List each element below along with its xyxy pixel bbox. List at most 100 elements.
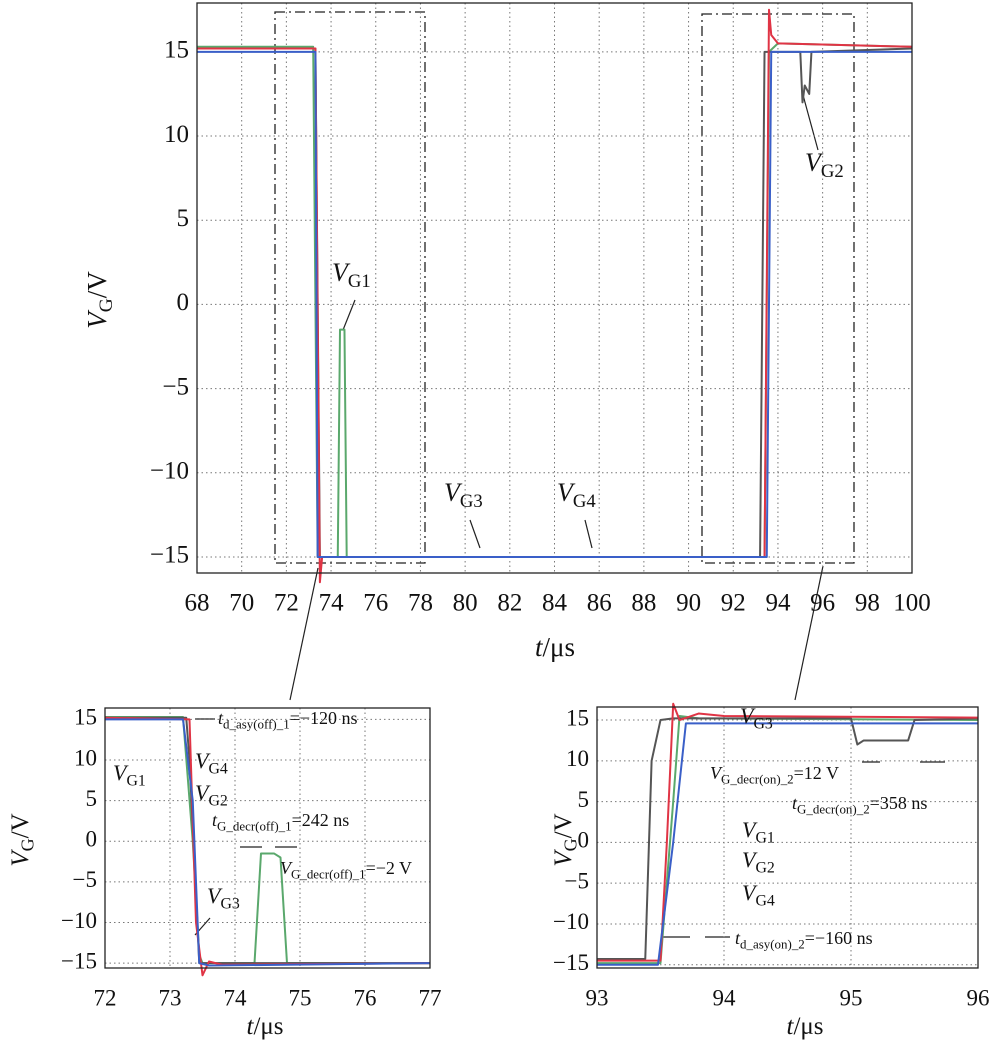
trace (197, 50, 912, 559)
label-sub: G2 (755, 859, 774, 876)
label: tG_decr(on)_2=358 ns (792, 793, 927, 816)
label-sub: G3 (460, 491, 483, 512)
plot-frame (196, 2, 913, 574)
y-tick-label: −5 (162, 373, 189, 400)
label: VG3 (207, 883, 240, 912)
x-tick-label: 82 (497, 590, 522, 617)
leader (802, 94, 819, 151)
y-tick-label: −15 (553, 950, 589, 975)
x-tick-label: 74 (224, 985, 248, 1010)
trace (105, 718, 431, 967)
trace (597, 717, 979, 961)
label-main: V (280, 858, 293, 878)
label-main: V (82, 309, 112, 329)
plot-frame (104, 707, 431, 969)
label: tG_decr(off)_1=242 ns (212, 810, 349, 833)
y-tick-label: 5 (86, 786, 98, 811)
label: t/μs (246, 1013, 283, 1040)
plot-frame (596, 706, 979, 969)
x-tick-label: 75 (289, 985, 312, 1010)
x-tick-label: 76 (354, 985, 377, 1010)
label: VG_decr(on)_2=12 V (710, 763, 839, 786)
trace (105, 716, 430, 965)
label: VG3 (740, 703, 773, 732)
label-main: t (735, 928, 741, 948)
x-tick-label: 98 (855, 590, 880, 617)
y-tick-label: 15 (566, 705, 589, 730)
label: VG1 (332, 258, 371, 292)
label-main: V (195, 748, 211, 773)
leader (342, 299, 356, 331)
x-tick-label: 93 (586, 985, 609, 1010)
y-tick-label: 5 (578, 787, 590, 812)
y-tick-label: −10 (553, 909, 589, 934)
label-main: V (742, 880, 758, 905)
label-rest: /V (550, 813, 577, 838)
label-sub: G (561, 838, 581, 851)
label-main: t (218, 708, 224, 728)
x-tick-label: 72 (94, 985, 117, 1010)
label-rest: =−120 ns (290, 708, 358, 728)
label-sub: G (18, 838, 38, 851)
label: t/μs (786, 1013, 823, 1040)
y-tick-label: 15 (74, 705, 97, 730)
y-tick-label: 10 (566, 746, 589, 771)
label: VG1 (113, 760, 146, 789)
y-tick-label: 10 (164, 121, 189, 148)
label-sub: G2 (208, 792, 227, 809)
label: VG2 (195, 780, 228, 809)
label-sub: G1 (126, 772, 145, 789)
label-sub: G_decr(off)_1 (217, 818, 292, 833)
label: VG_decr(off)_1=−2 V (280, 858, 412, 881)
label-sub: G3 (753, 715, 772, 732)
y-tick-label: 0 (86, 827, 98, 852)
x-tick-label: 90 (676, 590, 701, 617)
connector (289, 567, 319, 701)
x-tick-label: 94 (765, 590, 791, 617)
x-tick-label: 92 (721, 590, 746, 617)
label-rest: /V (7, 813, 34, 838)
label: VG4 (557, 478, 596, 512)
trace (105, 715, 430, 965)
label: VG4 (742, 880, 775, 909)
x-tick-label: 86 (587, 590, 612, 617)
x-tick-label: 80 (453, 590, 478, 617)
label: td_asy(on)_2=−160 ns (735, 928, 873, 951)
trace (597, 722, 978, 966)
label-sub: G1 (755, 829, 774, 846)
trace (104, 716, 431, 977)
label-main: V (444, 478, 463, 507)
label-main: V (113, 760, 129, 785)
label: VG3 (444, 478, 483, 512)
label-main: t (212, 810, 218, 830)
label-main: t (792, 793, 798, 813)
label: td_asy(off)_1=−120 ns (218, 708, 358, 731)
label-sub: G_decr(on)_2 (797, 801, 870, 816)
label-main: V (7, 849, 34, 867)
label-sub: G4 (573, 491, 597, 512)
zoom-boxes (274, 11, 855, 564)
y-tick-label: 0 (177, 289, 190, 316)
leaders (160, 94, 945, 938)
label: t/μs (535, 632, 575, 662)
y-tick-label: 10 (74, 745, 97, 770)
x-tick-label: 100 (893, 590, 931, 617)
x-tick-label: 74 (319, 590, 345, 617)
x-tick-label: 84 (542, 590, 568, 617)
label-main: V (742, 847, 758, 872)
label-main: V (195, 780, 211, 805)
label-rest: =−160 ns (805, 928, 873, 948)
label-rest: =−2 V (366, 858, 412, 878)
y-tick-label: −15 (150, 542, 189, 569)
y-tick-label: −5 (73, 867, 97, 892)
label-main: V (740, 703, 756, 728)
label-rest: =242 ns (292, 810, 350, 830)
label-rest: /μs (253, 1013, 283, 1040)
label-sub: G4 (755, 892, 774, 909)
x-tick-label: 68 (185, 590, 210, 617)
label-main: t (786, 1013, 794, 1040)
x-tick-label: 96 (967, 985, 990, 1010)
label-sub: G_decr(off)_1 (291, 866, 366, 881)
x-tick-label: 72 (274, 590, 299, 617)
zoom-box (701, 13, 855, 564)
